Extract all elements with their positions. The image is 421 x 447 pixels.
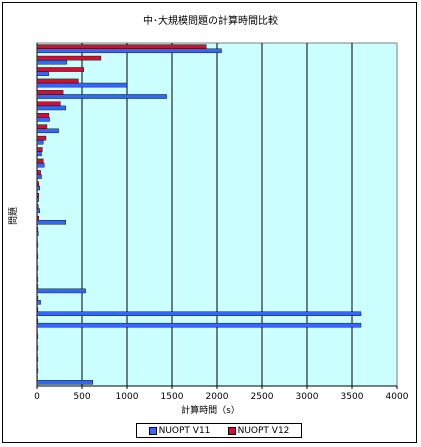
bar-v12 [36,204,39,209]
bar-v11 [36,242,39,248]
bar-v11 [36,117,50,122]
bar-v11 [36,322,362,328]
legend-item-v11: NUOPT V11 [148,425,211,436]
bar-v12 [36,44,207,49]
bar-v12 [36,101,61,107]
bar-v11 [36,357,39,362]
bar-v12 [36,227,39,232]
bar-v11 [36,82,128,88]
bar-v11 [36,139,44,145]
x-tick-label: 3500 [341,392,364,402]
x-tick-label: 1500 [161,392,184,402]
bar-v11 [36,345,39,351]
bar-v11 [36,208,40,214]
x-tick-label: 2500 [251,392,274,402]
bar-v11 [36,162,45,168]
bar-v12 [36,67,84,72]
bar-v11 [36,254,39,259]
bar-v12 [36,215,39,221]
bar-v11 [36,59,67,65]
bar-v12 [36,170,41,175]
x-tick-label: 0 [34,392,40,402]
y-axis-label: 問題 [9,206,19,225]
legend-swatch-v12 [227,426,236,435]
legend-label-v12: NUOPT V12 [237,425,290,436]
legend-swatch-v11 [148,426,157,435]
bar-v12 [36,318,39,324]
bar-v11 [36,48,222,54]
bar-v11 [36,174,42,179]
x-tick-label: 500 [73,392,90,402]
x-tick-label: 2000 [206,392,229,402]
bar-v11 [36,231,39,236]
bar-v12 [36,181,39,187]
bar-v11 [36,197,39,202]
bar-v11 [36,277,39,282]
legend-label-v11: NUOPT V11 [158,425,211,436]
bar-v11 [36,151,42,156]
bar-v11 [36,94,167,99]
bar-v11 [36,220,66,225]
legend-item-v12: NUOPT V12 [227,425,290,436]
bar-v11 [36,105,66,111]
chart-title: 中･大規模問題の計算時間比較 [143,16,278,27]
legend: NUOPT V11 NUOPT V12 [136,423,302,438]
bar-v12 [36,78,79,84]
bar-v11 [36,185,40,191]
bar-v11 [36,265,39,271]
x-tick-label: 4000 [386,392,409,402]
bar-v12 [36,147,43,152]
bar-v11 [36,380,93,385]
bar-v12 [36,307,39,312]
bar-v11 [36,128,59,134]
bar-v12 [36,295,39,301]
bar-v11 [36,334,39,339]
x-axis-label: 計算時間（s） [181,406,240,416]
bar-v12 [36,135,47,141]
x-tick-label: 1000 [116,392,139,402]
bar-v12 [36,113,49,118]
bar-v12 [36,284,39,290]
bar-v12 [36,158,44,164]
bar-v12 [36,55,102,61]
bar-v12 [36,124,48,129]
bar-v11 [36,300,41,305]
bar-v11 [36,311,362,316]
bar-v11 [36,288,86,294]
bar-v11 [36,71,49,76]
bar-v12 [36,90,64,95]
bar-v11 [36,368,39,374]
bar-v12 [36,193,39,198]
x-tick-label: 3000 [296,392,319,402]
